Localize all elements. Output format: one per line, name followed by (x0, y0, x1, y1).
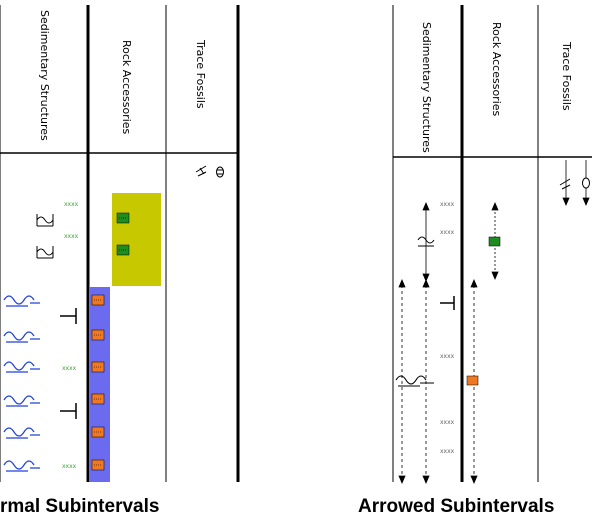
burrow-symbol-icon (36, 214, 54, 259)
caption-arrowed-subintervals: Arrowed Subintervals (358, 496, 555, 517)
cross-pattern-marks: xxxx xxxx xxxx xxxx (62, 201, 79, 470)
column-header-trace: Trace Fossils (194, 40, 207, 109)
cross-pattern: xxxx (440, 353, 455, 360)
cross-pattern: xxxx (64, 201, 79, 208)
column-header-trace-right: Trace Fossils (560, 42, 573, 111)
olive-interval-box (112, 193, 161, 286)
cross-pattern: xxxx (62, 365, 77, 372)
blue-interval-bar (89, 287, 110, 482)
trace-fossil-icons-right (559, 177, 590, 190)
column-header-rock-right: Rock Accessories (490, 22, 503, 117)
ripple-symbol-icon (395, 375, 434, 387)
cross-pattern-marks-right: xxxx xxxx xxxx xxxx xxxx (440, 201, 455, 455)
orange-mark-detail (94, 299, 102, 466)
cross-pattern: xxxx (440, 229, 455, 236)
green-mark-icon (116, 244, 130, 256)
cross-pattern: xxxx (440, 201, 455, 208)
green-mark-icon (116, 212, 130, 224)
cross-pattern: xxxx (440, 448, 455, 455)
column-header-sedimentary: Sedimentary Structures (38, 10, 51, 141)
column-header-sedimentary-right: Sedimentary Structures (420, 22, 433, 153)
trace-fossil-icons (195, 165, 224, 178)
orange-mark-icon (466, 375, 479, 386)
caption-normal-subintervals: rmal Subintervals (0, 496, 160, 517)
fault-tick-icon (440, 296, 455, 310)
arrowed-panel-grid (392, 5, 592, 482)
fault-tick-icon (60, 308, 77, 419)
cross-pattern: xxxx (440, 419, 455, 426)
arrowed-ranges-sed (398, 201, 430, 485)
burrow-symbol-icon (417, 236, 435, 247)
ripple-symbol-column (3, 295, 40, 472)
green-mark-icon (488, 236, 501, 247)
column-header-rock: Rock Accessories (120, 40, 133, 135)
cross-pattern: xxxx (62, 463, 77, 470)
normal-panel-grid (0, 5, 240, 482)
cross-pattern: xxxx (64, 233, 79, 240)
